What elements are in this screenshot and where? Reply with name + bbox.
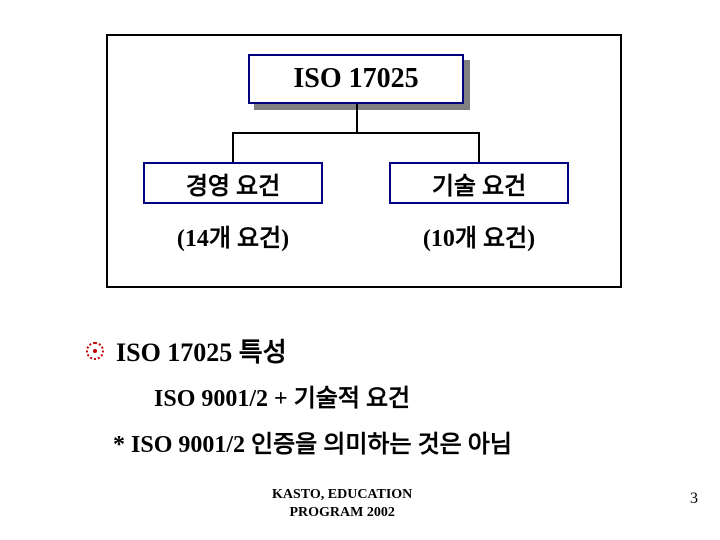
right-requirement-box: 기술 요건 [389, 162, 569, 204]
section-title: ISO 17025 특성 [116, 332, 287, 369]
footer-text: KASTO, EDUCATION PROGRAM 2002 [272, 486, 412, 521]
title-box: ISO 17025 [248, 54, 464, 104]
section-line-3: * ISO 9001/2 인증을 의미하는 것은 아님 [113, 424, 512, 459]
left-requirement-label: 경영 요건 [186, 166, 280, 201]
section-heading-row: ISO 17025 특성 [86, 332, 287, 369]
connector-vert-right [478, 132, 480, 162]
connector-vert-top [356, 104, 358, 132]
title-text: ISO 17025 [248, 54, 464, 104]
bullet-icon [86, 342, 104, 360]
section-line-2: ISO 9001/2 + 기술적 요건 [154, 378, 410, 413]
footer-line-1: KASTO, EDUCATION [272, 486, 412, 504]
right-requirement-label: 기술 요건 [432, 166, 526, 201]
page-number: 3 [690, 490, 698, 508]
left-requirement-count: (14개 요건) [143, 218, 323, 253]
right-requirement-count: (10개 요건) [389, 218, 569, 253]
connector-horiz [232, 132, 480, 134]
footer-line-2: PROGRAM 2002 [272, 504, 412, 522]
connector-vert-left [232, 132, 234, 162]
left-requirement-box: 경영 요건 [143, 162, 323, 204]
